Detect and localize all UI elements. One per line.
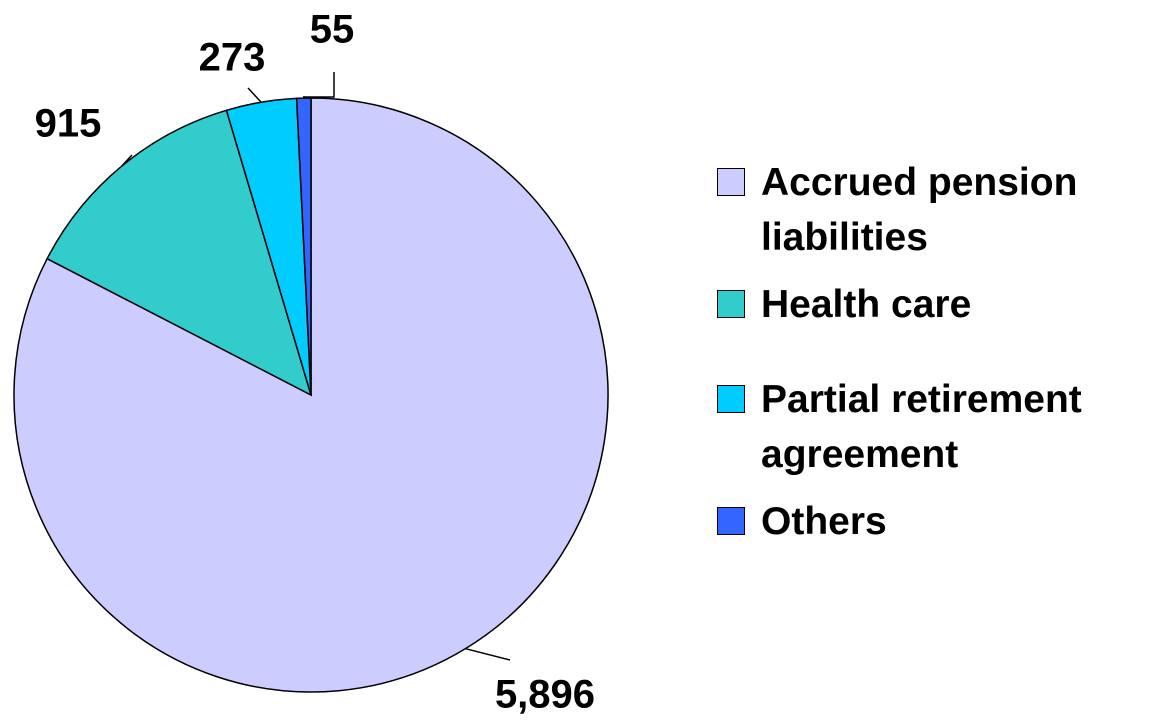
legend-swatch (717, 290, 745, 318)
legend-item: Partial retirement agreement (717, 372, 1147, 482)
legend-item: Health care (717, 277, 1147, 332)
leader-line (121, 154, 133, 167)
legend: Accrued pension liabilities Health care Pa… (717, 155, 1147, 561)
data-label: 273 (199, 36, 266, 80)
pie-slice (46, 109, 313, 397)
legend-swatch (717, 385, 745, 413)
data-label: 5,896 (495, 673, 595, 717)
leader-line (303, 72, 335, 98)
legend-item: Accrued pension liabilities (717, 155, 1147, 265)
chart: 5,896 915 273 55 (13, 8, 609, 717)
legend-label: Health care (761, 283, 972, 326)
pie-slice (295, 97, 312, 396)
leader-line (247, 87, 262, 103)
leader-line (465, 647, 511, 661)
legend-label: Accrued pension liabilities (761, 161, 1078, 259)
legend-label: Others (761, 500, 887, 543)
legend-item: Others (717, 494, 1147, 549)
data-label: 55 (310, 8, 355, 52)
legend-swatch (717, 507, 745, 535)
legend-swatch (717, 168, 745, 196)
data-label: 915 (35, 102, 102, 146)
legend-label: Partial retirement agreement (761, 378, 1082, 476)
